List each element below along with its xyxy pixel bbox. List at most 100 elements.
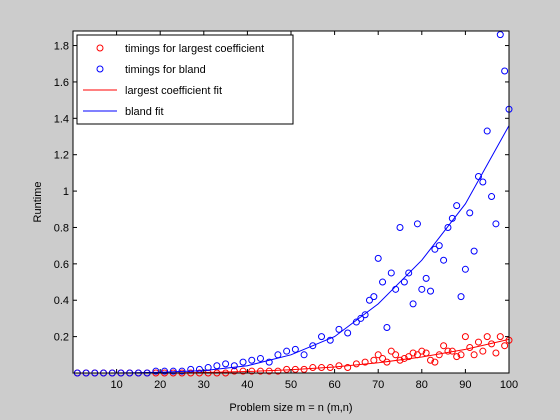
data-point [422, 274, 430, 282]
y-tick-label: 0.6 [54, 259, 69, 271]
x-tick-label: 30 [198, 379, 210, 391]
data-point [300, 351, 308, 359]
legend-label: largest coefficient fit [125, 85, 222, 97]
x-tick-label: 50 [285, 379, 297, 391]
data-point [409, 349, 417, 357]
data-point [352, 360, 360, 368]
data-point [461, 333, 469, 341]
data-point [431, 358, 439, 366]
data-point [379, 278, 387, 286]
data-point [230, 362, 238, 370]
x-tick-label: 80 [416, 379, 428, 391]
data-point [427, 356, 435, 364]
legend-label: timings for bland [125, 64, 206, 76]
data-point [161, 367, 169, 375]
y-tick-label: 1.6 [54, 77, 69, 89]
data-point [492, 349, 500, 357]
y-axis-label: Runtime [32, 182, 44, 223]
data-point [444, 347, 452, 355]
data-point [256, 354, 264, 362]
data-point [453, 202, 461, 210]
data-point [496, 31, 504, 39]
legend: timings for largest coefficient timings f… [76, 34, 294, 125]
data-point [457, 293, 465, 301]
data-point [483, 127, 491, 135]
y-tick-label: 0.4 [54, 295, 69, 307]
data-point [483, 333, 491, 341]
data-point [501, 67, 509, 75]
data-point [239, 358, 247, 366]
series-1 [73, 31, 513, 377]
data-point [335, 325, 343, 333]
data-point [405, 269, 413, 277]
x-tick-label: 100 [500, 379, 518, 391]
data-point [365, 296, 373, 304]
legend-swatch [96, 65, 104, 73]
y-tick-label: 1 [63, 186, 69, 198]
data-point [479, 178, 487, 186]
y-tick-label: 0.8 [54, 222, 69, 234]
data-point [501, 342, 509, 350]
data-point [427, 287, 435, 295]
data-point [326, 336, 334, 344]
data-point [152, 367, 160, 375]
x-tick-label: 40 [241, 379, 253, 391]
data-point [496, 333, 504, 341]
legend-label: timings for largest coefficient [125, 43, 264, 55]
data-point [440, 342, 448, 350]
data-point [470, 247, 478, 255]
data-point [370, 293, 378, 301]
data-point [431, 245, 439, 253]
data-point [283, 347, 291, 355]
x-tick-label: 70 [372, 379, 384, 391]
y-tick-label: 1.8 [54, 41, 69, 53]
data-point [444, 223, 452, 231]
data-point [374, 351, 382, 359]
x-tick-label: 10 [110, 379, 122, 391]
data-point [291, 345, 299, 353]
data-point [400, 278, 408, 286]
data-point [383, 324, 391, 332]
data-point [387, 347, 395, 355]
data-point [222, 360, 230, 368]
data-point [440, 256, 448, 264]
x-tick-label: 90 [459, 379, 471, 391]
data-point [418, 347, 426, 355]
axis-layer: 10 20 30 40 50 60 70 80 90 100 0.2 0.4 0.6 0.8 1 1.2 1.4… [54, 31, 518, 391]
data-point [361, 358, 369, 366]
legend-swatch [96, 44, 104, 52]
x-tick-label: 20 [154, 379, 166, 391]
data-point [392, 351, 400, 359]
data-point [309, 364, 317, 372]
data-point [492, 220, 500, 228]
x-axis-label: Problem size m = n (m,n) [229, 402, 352, 414]
data-point [379, 354, 387, 362]
legend-label: bland fit [125, 106, 164, 118]
data-point [418, 285, 426, 293]
data-point [413, 220, 421, 228]
data-point [453, 353, 461, 361]
data-point [435, 242, 443, 250]
data-point [374, 254, 382, 262]
data-point [265, 358, 273, 366]
data-point [357, 314, 365, 322]
data-point [318, 333, 326, 341]
data-point [470, 351, 478, 359]
data-point [274, 367, 282, 375]
x-tick-label: 60 [328, 379, 340, 391]
data-point [309, 342, 317, 350]
data-point [248, 356, 256, 364]
data-point [344, 329, 352, 337]
legend-box [76, 34, 294, 125]
data-point [466, 209, 474, 217]
data-point [344, 364, 352, 372]
y-tick-label: 1.4 [54, 113, 69, 125]
data-point [409, 300, 417, 308]
data-point [461, 265, 469, 273]
data-point [387, 269, 395, 277]
data-point [457, 351, 465, 359]
data-point [335, 362, 343, 370]
y-tick-label: 1.2 [54, 150, 69, 162]
data-point [361, 311, 369, 319]
